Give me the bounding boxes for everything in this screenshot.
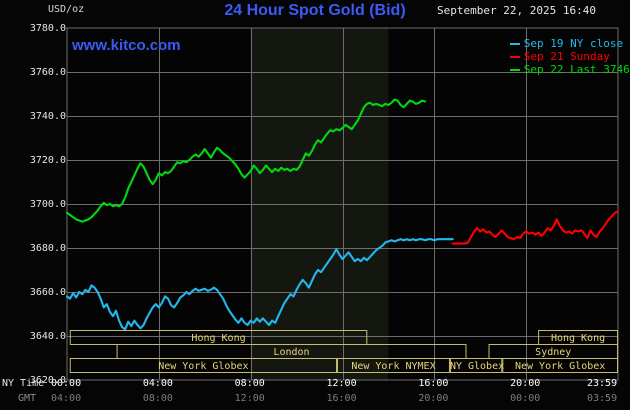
session-bars: [69, 330, 619, 373]
y-tick-label: 3700.0: [29, 199, 66, 210]
y-tick-label: 3640.0: [29, 331, 66, 342]
session-label: London: [273, 347, 310, 358]
grid-lines: [67, 28, 618, 380]
x-axis-row-ny-time: NY Time: [2, 378, 45, 389]
x-tick-label-ny: 20:00: [510, 378, 541, 389]
x-tick-label-gmt: 04:00: [51, 393, 82, 404]
y-axis-tick-labels: 3780.0 3760.0 3740.0 3720.0 3700.0 3680.0 3660…: [0, 0, 66, 410]
x-tick-label-gmt: 08:00: [142, 393, 173, 404]
x-tick-label-gmt: 20:00: [418, 393, 449, 404]
legend-item-sep-21-sunday: Sep 21 Sunday: [470, 37, 630, 63]
x-tick-label-ny: 04:00: [142, 378, 173, 389]
legend-label: Sep 19 NY close 3684.00: [523, 37, 630, 50]
chart-legend: Sep 19 NY close 3684.00 Sep 21 Sunday Se…: [470, 24, 630, 76]
legend-label: Sep 22 Last 3746.60: [523, 63, 630, 76]
y-tick-label: 3680.0: [29, 243, 66, 254]
legend-swatch-icon: [509, 69, 520, 71]
x-axis-tick-labels: NY Time GMT 00:00 04:00 08:00 12:00 16:00 20:…: [0, 375, 630, 410]
y-tick-label: 3660.0: [29, 287, 66, 298]
y-tick-label: 3720.0: [29, 155, 66, 166]
session-label: New York Globex: [158, 361, 249, 372]
page-title: 24 Hour Spot Gold (Bid): [224, 2, 406, 19]
x-tick-label-ny: 12:00: [326, 378, 357, 389]
y-tick-label: 3780.0: [29, 23, 66, 34]
x-tick-label-ny: 23:59: [587, 378, 618, 389]
session-label: NY Globex: [449, 361, 505, 372]
y-tick-label: 3620.0: [29, 375, 66, 386]
x-tick-label-ny: 08:00: [234, 378, 265, 389]
y-axis-unit-label: USD/oz: [48, 4, 85, 15]
legend-item-sep-19-ny-close: Sep 19 NY close 3684.00: [470, 24, 630, 50]
legend-swatch-icon: [509, 56, 520, 58]
x-tick-label-ny: 00:00: [51, 378, 82, 389]
y-tick-label: 3760.0: [29, 67, 66, 78]
y-tick-label: 3740.0: [29, 111, 66, 122]
session-label: Hong Kong: [550, 333, 606, 344]
timestamp: September 22, 2025 16:40: [437, 4, 596, 17]
x-axis-row-gmt: GMT: [18, 393, 37, 404]
session-label: New York NYMEX: [351, 361, 436, 372]
plot-frame: [66, 27, 619, 381]
x-tick-label-ny: 16:00: [418, 378, 449, 389]
x-tick-label-gmt: 03:59: [587, 393, 618, 404]
legend-item-sep-22-last: Sep 22 Last 3746.60: [470, 50, 630, 76]
legend-label: Sep 21 Sunday: [523, 50, 610, 63]
session-label: Hong Kong: [191, 333, 246, 344]
legend-swatch-icon: [509, 43, 520, 45]
session-label: New York Globex: [514, 361, 606, 372]
x-tick-label-gmt: 00:00: [510, 393, 541, 404]
x-tick-label-gmt: 16:00: [326, 393, 357, 404]
session-label: Sydney: [535, 347, 572, 358]
series-lines: [65, 98, 620, 331]
kitco-watermark: www.kitco.com: [72, 37, 181, 54]
x-tick-label-gmt: 12:00: [234, 393, 265, 404]
